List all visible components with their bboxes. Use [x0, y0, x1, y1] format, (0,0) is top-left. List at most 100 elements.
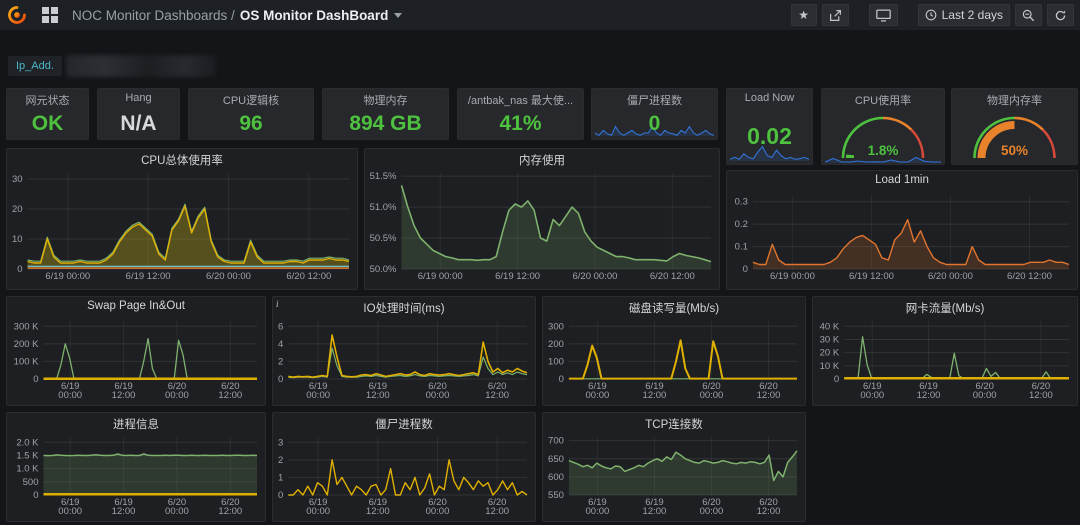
- panel-title[interactable]: 物理内存: [363, 95, 408, 107]
- info-icon[interactable]: i: [276, 299, 279, 309]
- svg-text:200: 200: [548, 339, 564, 350]
- load-1min-chart[interactable]: 0 0.1 0.2 0.3 6/19 00:00 6/19 12:00 6/20 00:00…: [727, 190, 1077, 289]
- stat-value: 894 GB: [349, 111, 422, 135]
- panel-title[interactable]: 僵尸进程数: [627, 95, 682, 107]
- svg-text:12:00: 12:00: [112, 390, 136, 401]
- svg-text:40 K: 40 K: [820, 321, 840, 332]
- refresh-button[interactable]: [1047, 4, 1074, 26]
- panel-title[interactable]: 进程信息: [113, 419, 159, 431]
- svg-text:00:00: 00:00: [973, 390, 997, 401]
- share-button[interactable]: [821, 4, 849, 26]
- process-info-chart[interactable]: 0 500 1.0 K 1.5 K 2.0 K 6/19 00:00 6/19 12:00 6/2…: [7, 432, 265, 521]
- svg-text:6/20: 6/20: [702, 381, 721, 392]
- dashboard-title[interactable]: OS Monitor DashBoard: [239, 7, 389, 23]
- swap-page-chart[interactable]: 0 100 K 200 K 300 K 6/19 00:00 6/19 12:00 6/20 00…: [7, 316, 265, 405]
- panel-title[interactable]: CPU逻辑核: [222, 95, 280, 107]
- panel-title[interactable]: 僵尸进程数: [375, 419, 433, 431]
- svg-text:00:00: 00:00: [426, 390, 450, 401]
- tcp-connections-chart[interactable]: 550 600 650 700 6/19 00:00 6/19 12:00 6/20 00:00 6…: [543, 432, 805, 521]
- svg-text:100: 100: [548, 356, 564, 367]
- svg-text:12:00: 12:00: [757, 506, 781, 517]
- svg-text:6/20 00:00: 6/20 00:00: [206, 271, 251, 282]
- svg-text:0.2: 0.2: [735, 219, 748, 230]
- memory-usage-chart[interactable]: 50.0% 50.5% 51.0% 51.5% 6/19 00:00 6/19 12:00…: [365, 168, 719, 289]
- svg-text:10 K: 10 K: [820, 361, 840, 372]
- panel-title[interactable]: 物理内存率: [987, 95, 1042, 107]
- svg-text:00:00: 00:00: [165, 390, 189, 401]
- time-range-picker[interactable]: Last 2 days: [917, 4, 1010, 26]
- dashboards-grid-icon[interactable]: [42, 7, 58, 23]
- svg-text:6/19 00:00: 6/19 00:00: [45, 271, 90, 282]
- memory-usage-gauge: 50%: [952, 108, 1077, 164]
- disk-rw-chart[interactable]: 0 100 200 300 6/19 00:00 6/19 12:00 6/20 00:00 6/2…: [543, 316, 805, 405]
- svg-text:6/20: 6/20: [168, 497, 187, 508]
- svg-text:00:00: 00:00: [165, 506, 189, 517]
- svg-text:6/19: 6/19: [61, 381, 80, 392]
- svg-text:12:00: 12:00: [366, 390, 390, 401]
- svg-text:6/19: 6/19: [645, 497, 664, 508]
- ip-addr-variable-label[interactable]: Ip_Add.: [8, 56, 62, 76]
- panel-process-info: 进程信息 0 500 1.0 K 1.5 K 2.0 K 6/19 00:00 6/19 12:…: [6, 412, 266, 522]
- panel-memory-usage-chart: 内存使用 50.0% 50.5% 51.0% 51.5% 6/19 00:00 6/19 …: [364, 148, 720, 290]
- panel-io-time: i IO处理时间(ms) 0 2 4 6 6/19 00:00 6/19 12:00 6/20 0…: [272, 296, 536, 406]
- svg-text:12:00: 12:00: [112, 506, 136, 517]
- stat-value: N/A: [120, 111, 157, 135]
- svg-text:12:00: 12:00: [218, 390, 242, 401]
- breadcrumb-folder[interactable]: NOC Monitor Dashboards /: [72, 7, 235, 23]
- panel-title[interactable]: Swap Page In&Out: [87, 300, 185, 312]
- svg-text:30 K: 30 K: [820, 334, 840, 345]
- svg-text:6/19: 6/19: [114, 381, 133, 392]
- ip-addr-variable-value-redacted[interactable]: [65, 55, 216, 77]
- star-button[interactable]: ★: [790, 4, 817, 26]
- svg-text:6/19 12:00: 6/19 12:00: [495, 271, 540, 282]
- panel-title[interactable]: /antbak_nas 最大使...: [467, 95, 574, 107]
- panel-hang: Hang N/A: [97, 88, 180, 140]
- svg-text:00:00: 00:00: [586, 390, 610, 401]
- panel-title[interactable]: IO处理时间(ms): [363, 303, 445, 315]
- svg-text:0: 0: [559, 374, 564, 385]
- svg-text:0: 0: [743, 264, 748, 275]
- panel-title[interactable]: CPU总体使用率: [141, 155, 223, 167]
- svg-text:6/19: 6/19: [645, 381, 664, 392]
- grafana-logo-icon[interactable]: [4, 2, 30, 28]
- panel-zombie-count-chart: 僵尸进程数 0 1 2 3 6/19 00:00 6/19 12:00 6/20 00:00 6/2…: [272, 412, 536, 522]
- svg-text:0: 0: [17, 264, 22, 275]
- svg-text:300 K: 300 K: [14, 321, 39, 332]
- panel-disk-rw: 磁盘读写量(Mb/s) 0 100 200 300 6/19 00:00 6/19 12:00…: [542, 296, 806, 406]
- panel-physical-memory: 物理内存 894 GB: [322, 88, 449, 140]
- panel-title[interactable]: Load 1min: [875, 174, 929, 186]
- svg-text:10: 10: [12, 234, 23, 245]
- sparkline: [824, 151, 941, 163]
- svg-text:700: 700: [548, 436, 564, 447]
- svg-text:6/19: 6/19: [309, 497, 328, 508]
- panel-load-1min: Load 1min 0 0.1 0.2 0.3 6/19 00:00 6/19 12:00…: [726, 170, 1078, 290]
- tv-mode-button[interactable]: [868, 4, 898, 26]
- io-time-chart[interactable]: 0 2 4 6 6/19 00:00 6/19 12:00 6/20 00:00 6/20 12:00: [273, 316, 535, 405]
- chevron-down-icon[interactable]: [394, 12, 403, 18]
- svg-text:6/20: 6/20: [221, 497, 240, 508]
- panel-title[interactable]: CPU使用率: [854, 95, 912, 107]
- svg-text:50.5%: 50.5%: [370, 233, 397, 244]
- svg-text:12:00: 12:00: [917, 390, 941, 401]
- panel-title[interactable]: Load Now: [744, 92, 795, 104]
- panel-title[interactable]: Hang: [125, 92, 152, 104]
- panel-title[interactable]: 网卡流量(Mb/s): [905, 303, 985, 315]
- svg-text:6/20 12:00: 6/20 12:00: [286, 271, 331, 282]
- zoom-out-button[interactable]: [1015, 4, 1042, 26]
- panel-title[interactable]: TCP连接数: [645, 419, 703, 431]
- panel-title[interactable]: 磁盘读写量(Mb/s): [628, 303, 720, 315]
- nic-traffic-chart[interactable]: 0 10 K 20 K 30 K 40 K 6/19 00:00 6/19 12:00 6/20 0…: [813, 316, 1077, 405]
- panel-memory-usage-gauge: 物理内存率 50%: [951, 88, 1078, 165]
- svg-text:600: 600: [548, 472, 564, 483]
- panel-cpu-usage-gauge: CPU使用率 1.8%: [821, 88, 945, 165]
- svg-text:6/20: 6/20: [975, 381, 994, 392]
- svg-text:6: 6: [278, 321, 283, 332]
- zombie-count-chart[interactable]: 0 1 2 3 6/19 00:00 6/19 12:00 6/20 00:00 6/20 12:00: [273, 432, 535, 521]
- template-variables: Ip_Add.: [8, 55, 216, 77]
- svg-text:00:00: 00:00: [700, 506, 724, 517]
- panel-title[interactable]: 网元状态: [25, 95, 70, 107]
- svg-text:20: 20: [12, 204, 23, 215]
- panel-title[interactable]: 内存使用: [519, 155, 565, 167]
- cpu-total-usage-chart[interactable]: 0 10 20 30 6/19 00:00 6/19 12:00 6/20 00:00 6/2…: [7, 168, 357, 289]
- svg-text:6/19 00:00: 6/19 00:00: [770, 271, 815, 282]
